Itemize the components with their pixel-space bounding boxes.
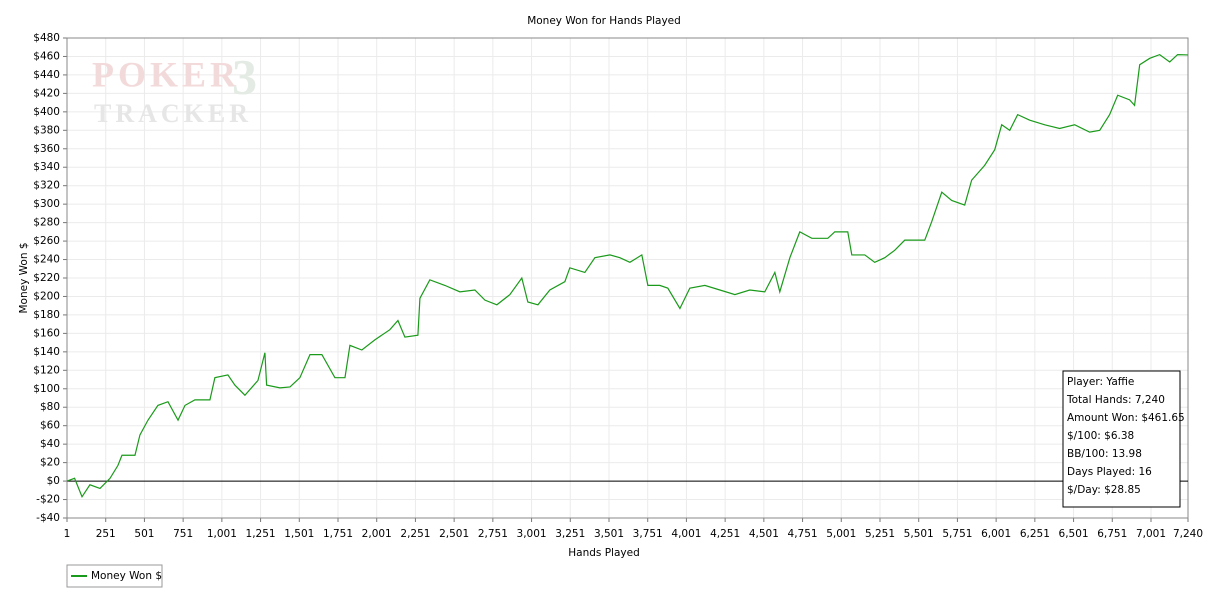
y-tick-label: $300 — [33, 198, 60, 210]
x-tick-label: 1,751 — [323, 528, 353, 540]
x-tick-label: 7,001 — [1136, 528, 1166, 540]
x-tick-label: 2,501 — [439, 528, 469, 540]
y-tick-label: $240 — [33, 254, 60, 266]
stats-box — [1062, 370, 1181, 508]
x-tick-label: 5,001 — [826, 528, 856, 540]
watermark-text: POKER — [92, 54, 240, 94]
y-tick-label: -$40 — [36, 512, 60, 524]
x-tick-label: 6,251 — [1020, 528, 1050, 540]
x-tick-label: 4,251 — [710, 528, 740, 540]
x-tick-label: 4,501 — [749, 528, 779, 540]
series-line — [66, 53, 1189, 499]
watermark-text: TRACKER — [94, 99, 252, 128]
y-tick-label: $460 — [33, 50, 60, 62]
stats-text: $/Day: $28.85 — [1067, 484, 1141, 496]
plot-frame — [66, 37, 1189, 519]
y-tick-label: $60 — [40, 420, 60, 432]
y-tick-label: $120 — [33, 364, 60, 376]
stats-text: Player: Yaffie — [1067, 376, 1134, 388]
stats-text: BB/100: 13.98 — [1067, 448, 1142, 460]
y-tick-label: $440 — [33, 69, 60, 81]
stats-text: Amount Won: $461.65 — [1067, 412, 1185, 424]
chart-title: Money Won for Hands Played — [527, 15, 681, 27]
stats-text: Total Hands: 7,240 — [1066, 394, 1165, 406]
x-tick-label: 6,501 — [1059, 528, 1089, 540]
x-tick-label: 501 — [134, 528, 154, 540]
x-tick-label: 4,001 — [671, 528, 701, 540]
legend-label: Money Won $ — [91, 570, 162, 582]
y-tick-label: $480 — [33, 32, 60, 44]
y-tick-label: $260 — [33, 235, 60, 247]
x-tick-label: 3,001 — [517, 528, 547, 540]
x-tick-label: 1,501 — [284, 528, 314, 540]
legend-box — [66, 564, 163, 588]
y-tick-label: $360 — [33, 143, 60, 155]
y-tick-label: $80 — [40, 401, 60, 413]
stats-text: $/100: $6.38 — [1067, 430, 1134, 442]
y-tick-label: $400 — [33, 106, 60, 118]
y-tick-label: $420 — [33, 87, 60, 99]
y-tick-label: $340 — [33, 161, 60, 173]
x-tick-label: 1,001 — [207, 528, 237, 540]
x-axis-label: Hands Played — [568, 547, 639, 559]
x-tick-label: 5,501 — [904, 528, 934, 540]
stats-text: Days Played: 16 — [1067, 466, 1152, 478]
x-tick-label: 2,251 — [400, 528, 430, 540]
watermark: POKER 3 TRACKER — [92, 48, 261, 128]
x-tick-label: 2,001 — [362, 528, 392, 540]
y-tick-label: $20 — [40, 457, 60, 469]
y-tick-label: $140 — [33, 346, 60, 358]
y-axis-label: Money Won $ — [18, 242, 30, 313]
y-tick-label: $200 — [33, 290, 60, 302]
y-tick-label: $0 — [47, 475, 60, 487]
x-tick-label: 4,751 — [788, 528, 818, 540]
x-tick-label: 2,751 — [478, 528, 508, 540]
y-tick-label: $280 — [33, 217, 60, 229]
x-tick-label: 3,751 — [633, 528, 663, 540]
x-tick-label: 3,251 — [555, 528, 585, 540]
x-tick-label: 251 — [96, 528, 116, 540]
y-tick-label: $160 — [33, 327, 60, 339]
x-tick-label: 1,251 — [246, 528, 276, 540]
y-tick-label: -$20 — [36, 494, 60, 506]
y-tick-label: $220 — [33, 272, 60, 284]
y-tick-label: $380 — [33, 124, 60, 136]
y-tick-label: $100 — [33, 383, 60, 395]
y-tick-label: $180 — [33, 309, 60, 321]
x-tick-label: 751 — [173, 528, 193, 540]
y-tick-label: $40 — [40, 438, 60, 450]
watermark-text: 3 — [232, 48, 261, 104]
x-tick-label: 5,251 — [865, 528, 895, 540]
y-tick-label: $320 — [33, 180, 60, 192]
x-tick-label: 1 — [64, 528, 71, 540]
x-tick-label: 7,240 — [1173, 528, 1203, 540]
x-tick-label: 3,501 — [594, 528, 624, 540]
x-tick-label: 5,751 — [942, 528, 972, 540]
x-tick-label: 6,001 — [981, 528, 1011, 540]
x-tick-label: 6,751 — [1097, 528, 1127, 540]
